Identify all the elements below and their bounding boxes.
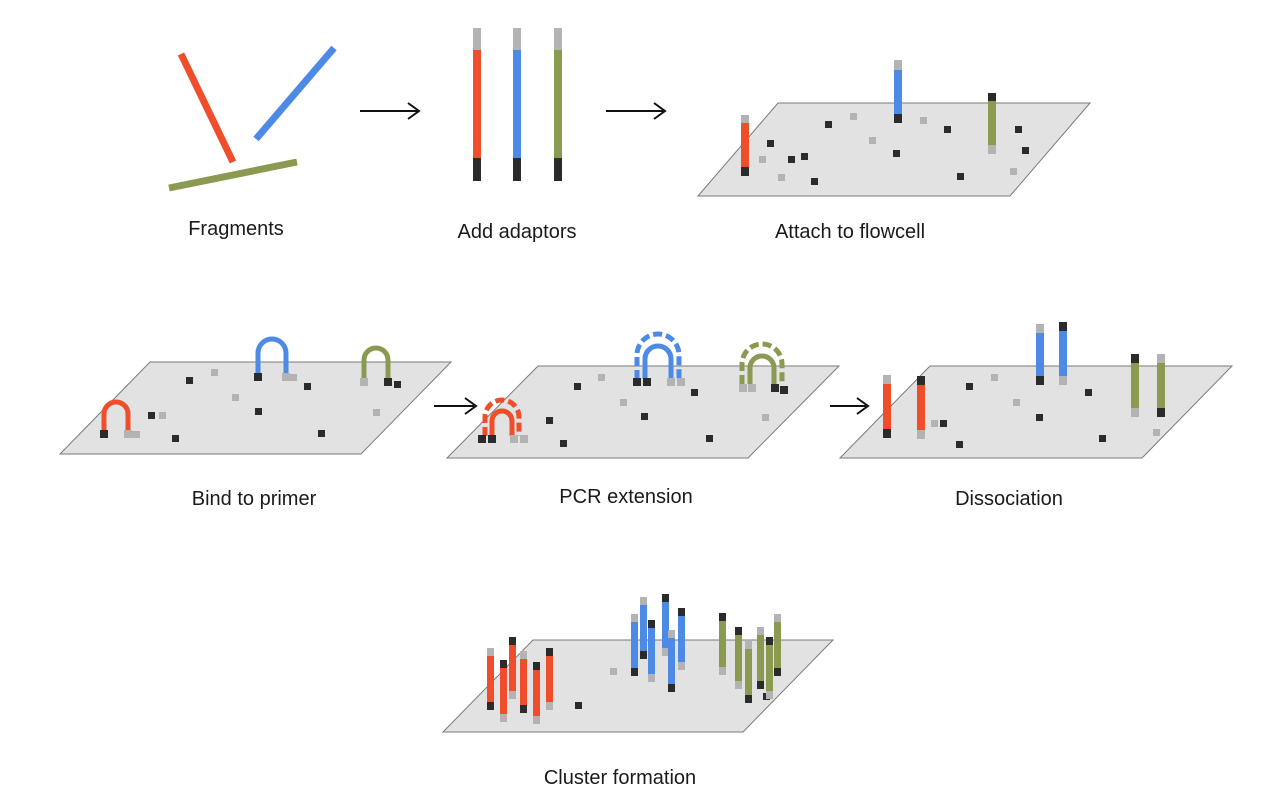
cluster-formation-illustration <box>441 594 835 733</box>
dissociation-illustration <box>838 322 1234 459</box>
primer-dots <box>759 113 1029 185</box>
bridge-olive-extended <box>739 341 788 394</box>
arrow-right-icon <box>360 102 421 120</box>
label-dissociation: Dissociation <box>955 488 1063 510</box>
fragment-red <box>177 52 237 164</box>
label-cluster-formation: Cluster formation <box>544 767 696 789</box>
label-fragments: Fragments <box>188 218 284 240</box>
strand-red-2 <box>917 376 925 439</box>
adapted-fragment-olive <box>554 28 562 181</box>
adapted-fragment-red <box>473 28 481 181</box>
bridge-blue <box>254 336 297 381</box>
label-bind-to-primer: Bind to primer <box>192 488 317 510</box>
fragments-illustration <box>168 45 337 192</box>
fragment-blue <box>253 45 337 142</box>
attached-fragment-red <box>741 115 749 176</box>
bridge-olive <box>360 345 401 388</box>
strand-olive-2 <box>1157 354 1165 417</box>
adapted-fragments <box>473 28 562 181</box>
bridge-red <box>100 399 140 438</box>
strand-olive-1 <box>1131 354 1139 417</box>
cluster-red <box>487 637 553 724</box>
bridge-blue-extended <box>633 331 685 386</box>
strand-blue-1 <box>1036 324 1044 385</box>
strand-blue-2 <box>1059 322 1067 385</box>
adapted-fragment-blue <box>513 28 521 181</box>
primer-dots <box>931 374 1160 448</box>
primer-dots <box>148 369 380 442</box>
arrow-right-icon <box>830 397 870 415</box>
strand-red-1 <box>883 375 891 438</box>
bind-to-primer-illustration <box>58 336 453 455</box>
arrow-right-icon <box>434 397 478 415</box>
primer-dots <box>546 374 769 447</box>
label-attach-to-flowcell: Attach to flowcell <box>775 221 925 243</box>
cluster-blue <box>631 594 685 692</box>
label-add-adaptors: Add adaptors <box>458 221 577 243</box>
arrow-right-icon <box>606 102 667 120</box>
fragment-olive <box>168 158 298 192</box>
attached-fragment-blue <box>894 60 902 123</box>
cluster-olive <box>719 613 781 703</box>
flowcell-attach <box>696 60 1092 197</box>
bridge-red-extended <box>478 397 528 443</box>
pcr-extension-illustration <box>445 331 841 459</box>
label-pcr-extension: PCR extension <box>559 486 692 508</box>
attached-fragment-olive <box>988 93 996 154</box>
